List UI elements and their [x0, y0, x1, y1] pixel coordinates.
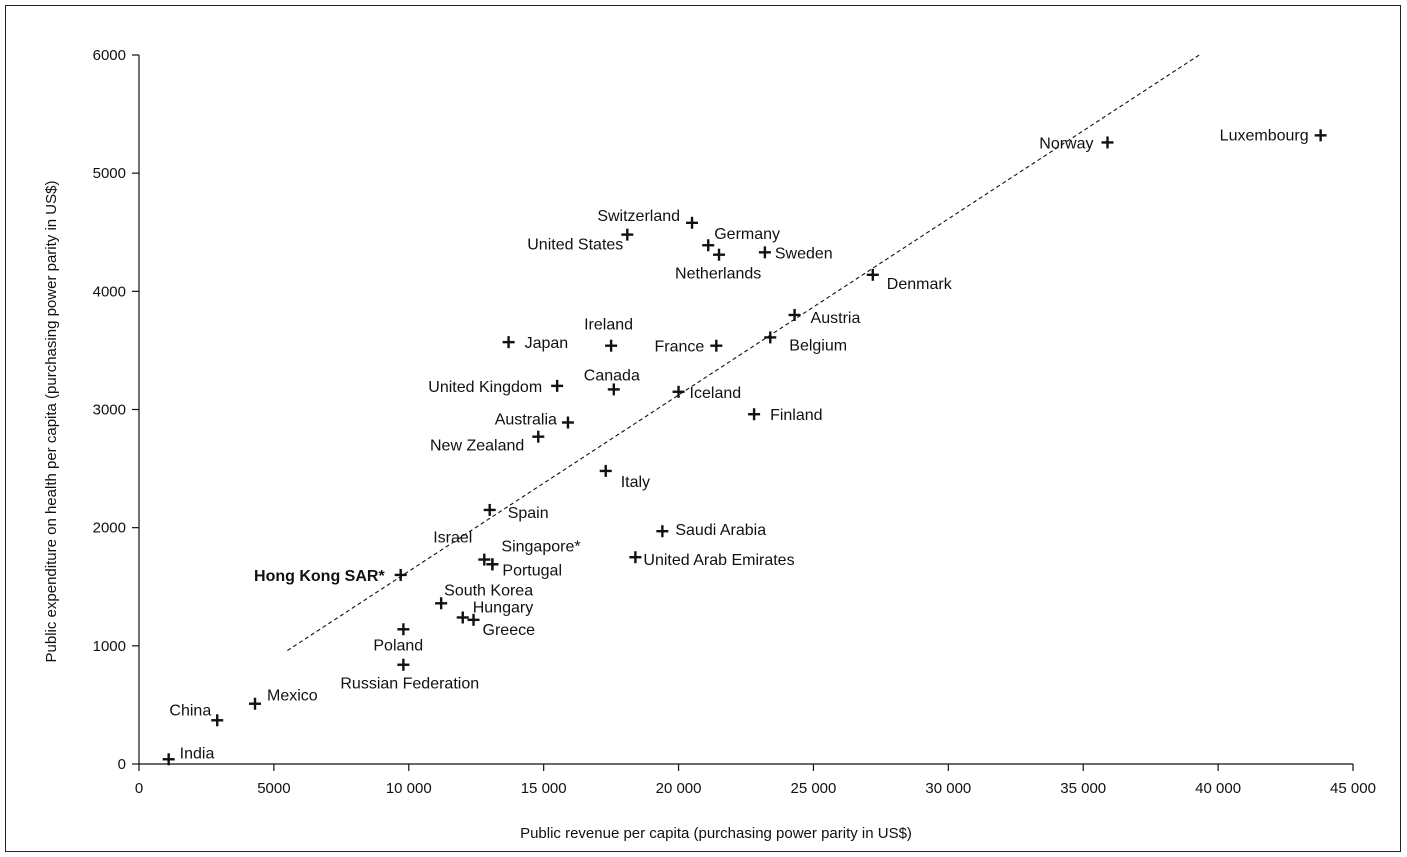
- point-poland: [397, 623, 410, 636]
- point-label-netherlands: Netherlands: [675, 266, 761, 283]
- point-label-mexico: Mexico: [267, 688, 318, 705]
- point-label-france: France: [655, 339, 705, 356]
- point-label-australia: Australia: [495, 411, 557, 428]
- y-tick-label: 5000: [93, 165, 126, 182]
- chart-frame: [5, 5, 1401, 852]
- point-label-hong-kong-sar: Hong Kong SAR*: [254, 568, 385, 585]
- point-label-poland: Poland: [373, 637, 423, 654]
- point-label-hungary: Hungary: [473, 599, 533, 616]
- x-tick-label: 40 000: [1195, 780, 1241, 797]
- point-label-iceland: Iceland: [690, 385, 742, 402]
- point-label-russian-federation: Russian Federation: [340, 676, 479, 693]
- point-ireland: [605, 339, 618, 352]
- y-axis-title: Public expenditure on health per capita …: [43, 181, 60, 663]
- point-labels: Luxembourg Norway Switzerland United States…: [169, 127, 1308, 762]
- y-tick-label: 2000: [93, 520, 126, 537]
- point-label-italy: Italy: [621, 474, 650, 491]
- point-united-states: [621, 228, 634, 241]
- point-united-arab-emirates: [629, 551, 642, 564]
- axes: 0 5000 10 000 15 000 20 000 25 000 30 000 35 00…: [93, 47, 1376, 797]
- point-label-switzerland: Switzerland: [597, 208, 680, 225]
- point-south-korea: [435, 597, 448, 610]
- point-label-south-korea: South Korea: [444, 582, 533, 599]
- point-norway: [1101, 136, 1114, 149]
- point-italy: [599, 464, 612, 477]
- point-label-india: India: [180, 745, 215, 762]
- point-hong-kong-sar: [394, 568, 407, 581]
- x-tick-label: 25 000: [790, 780, 836, 797]
- point-hungary: [456, 611, 469, 624]
- point-japan: [502, 336, 515, 349]
- point-label-portugal: Portugal: [502, 562, 562, 579]
- point-label-israel: Israel: [433, 530, 472, 547]
- point-label-finland: Finland: [770, 407, 822, 424]
- point-label-singapore: Singapore*: [501, 538, 580, 555]
- x-axis-title: Public revenue per capita (purchasing po…: [520, 825, 912, 842]
- point-greece: [467, 613, 480, 626]
- point-new-zealand: [532, 430, 545, 443]
- point-label-united-states: United States: [527, 237, 623, 254]
- x-tick-label: 45 000: [1330, 780, 1376, 797]
- point-label-germany: Germany: [714, 226, 780, 243]
- point-russian-federation: [397, 658, 410, 671]
- y-tick-label: 6000: [93, 47, 126, 64]
- point-label-luxembourg: Luxembourg: [1220, 127, 1309, 144]
- point-france: [710, 339, 723, 352]
- point-label-belgium: Belgium: [789, 337, 847, 354]
- x-tick-label: 0: [135, 780, 143, 797]
- point-united-kingdom: [551, 379, 564, 392]
- point-denmark: [866, 268, 879, 281]
- point-label-united-kingdom: United Kingdom: [428, 379, 542, 396]
- point-germany: [702, 239, 715, 252]
- point-label-new-zealand: New Zealand: [430, 438, 524, 455]
- point-label-japan: Japan: [525, 335, 569, 352]
- point-australia: [561, 416, 574, 429]
- point-label-sweden: Sweden: [775, 245, 833, 262]
- point-portugal: [486, 558, 499, 571]
- point-label-ireland: Ireland: [584, 317, 633, 334]
- point-saudi-arabia: [656, 525, 669, 538]
- point-label-china: China: [169, 702, 211, 719]
- x-tick-label: 15 000: [521, 780, 567, 797]
- point-label-united-arab-emirates: United Arab Emirates: [643, 552, 794, 569]
- point-mexico: [249, 697, 262, 710]
- y-tick-label: 0: [118, 756, 126, 773]
- y-tick-label: 3000: [93, 402, 126, 419]
- point-label-spain: Spain: [508, 505, 549, 522]
- point-china: [211, 714, 224, 727]
- point-iceland: [672, 385, 685, 398]
- point-label-denmark: Denmark: [887, 276, 953, 293]
- x-tick-label: 30 000: [925, 780, 971, 797]
- point-belgium: [764, 331, 777, 344]
- point-canada: [607, 383, 620, 396]
- data-points: [162, 129, 1327, 766]
- x-tick-label: 10 000: [386, 780, 432, 797]
- point-sweden: [758, 246, 771, 259]
- x-tick-label: 20 000: [656, 780, 702, 797]
- point-austria: [788, 308, 801, 321]
- point-luxembourg: [1314, 129, 1327, 142]
- x-tick-label: 5000: [257, 780, 290, 797]
- point-label-saudi-arabia: Saudi Arabia: [675, 522, 766, 539]
- y-tick-label: 4000: [93, 283, 126, 300]
- x-tick-label: 35 000: [1060, 780, 1106, 797]
- point-finland: [748, 408, 761, 421]
- point-label-canada: Canada: [584, 367, 640, 384]
- point-label-norway: Norway: [1039, 135, 1093, 152]
- point-label-greece: Greece: [483, 622, 536, 639]
- point-india: [162, 753, 175, 766]
- point-switzerland: [686, 216, 699, 229]
- point-label-austria: Austria: [811, 310, 861, 327]
- y-tick-label: 1000: [93, 638, 126, 655]
- point-netherlands: [713, 248, 726, 261]
- point-spain: [483, 503, 496, 516]
- point-israel: [478, 553, 491, 566]
